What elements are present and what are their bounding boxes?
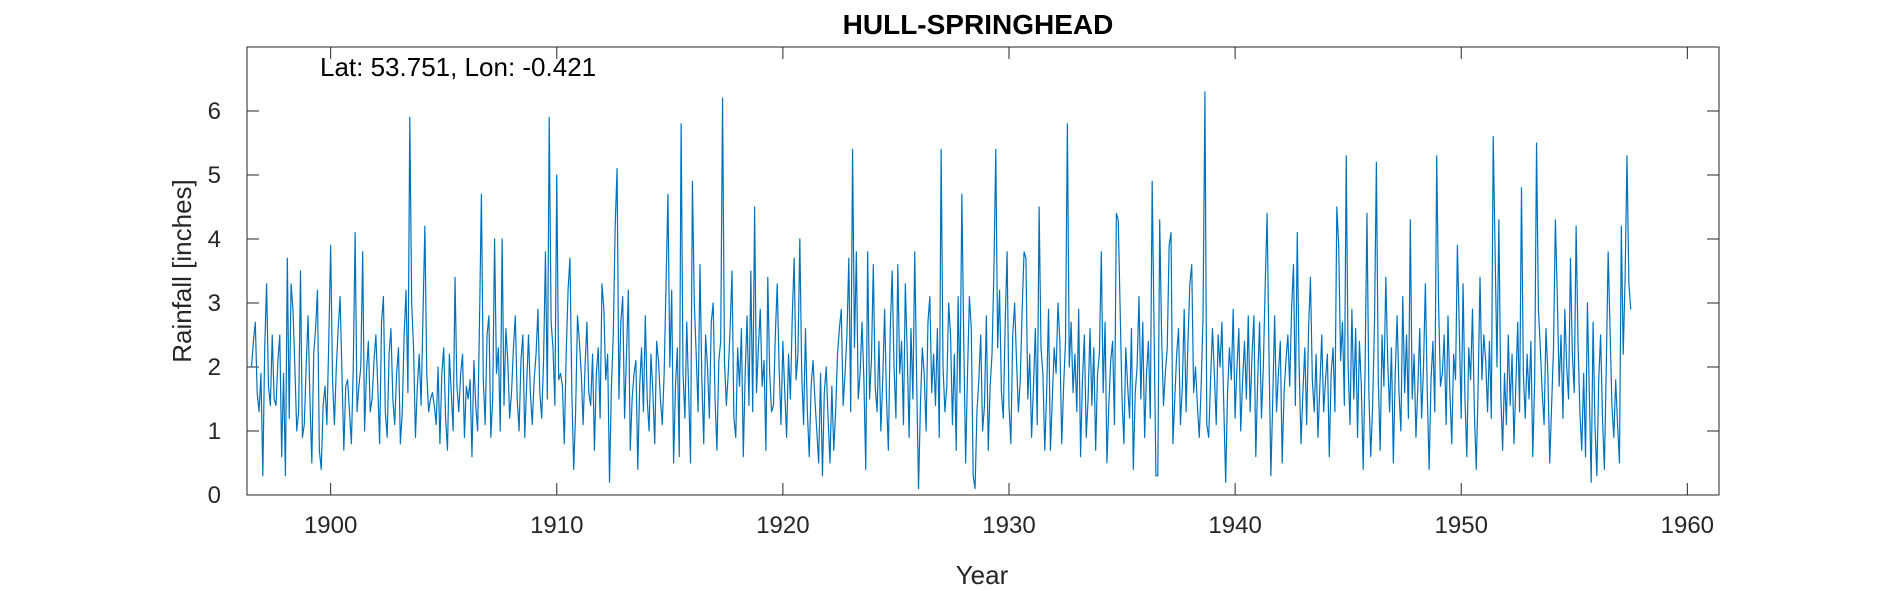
x-tick-label: 1940 [1208, 512, 1261, 539]
y-tick-label: 0 [208, 482, 221, 509]
y-tick-label: 2 [208, 354, 221, 381]
axis-ticks [247, 47, 1719, 496]
x-tick-labels: 1900 1910 1920 1930 1940 1950 1960 [304, 512, 1714, 539]
y-tick-label: 4 [208, 226, 221, 253]
location-annotation: Lat: 53.751, Lon: -0.421 [320, 52, 596, 82]
chart-title: HULL-SPRINGHEAD [843, 9, 1114, 40]
x-tick-label: 1900 [304, 512, 357, 539]
x-tick-label: 1950 [1435, 512, 1488, 539]
x-tick-label: 1910 [530, 512, 583, 539]
x-tick-label: 1930 [982, 512, 1035, 539]
rainfall-series-line [250, 91, 1632, 490]
x-tick-label: 1920 [756, 512, 809, 539]
x-axis-label: Year [956, 560, 1009, 590]
y-tick-label: 6 [208, 98, 221, 125]
y-axis-label: Rainfall [inches] [167, 179, 197, 363]
y-tick-label: 3 [208, 290, 221, 317]
y-tick-labels: 0 1 2 3 4 5 6 [208, 98, 221, 509]
x-tick-label: 1960 [1661, 512, 1714, 539]
y-tick-label: 1 [208, 418, 221, 445]
y-tick-label: 5 [208, 162, 221, 189]
